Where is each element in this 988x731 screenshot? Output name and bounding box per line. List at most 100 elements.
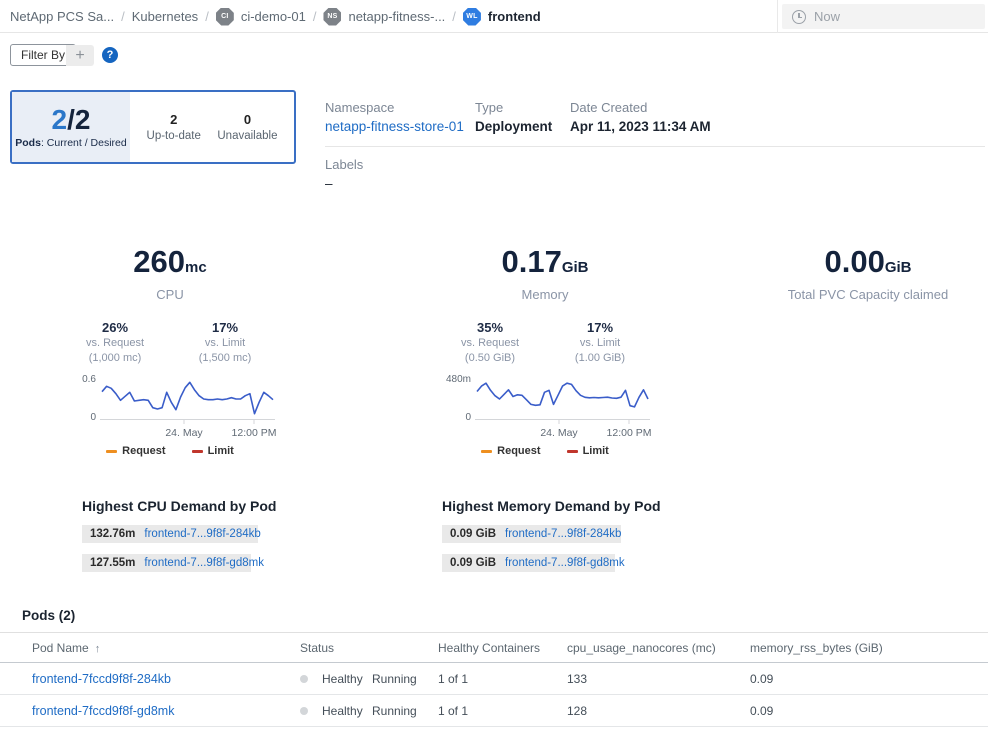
pvc-label: Total PVC Capacity claimed: [787, 287, 949, 302]
memory-vs-request-pct: 35%: [476, 320, 504, 335]
details-panel: Namespace netapp-fitness-store-01 Type D…: [325, 100, 985, 191]
memory-request-amount: (0.50 GiB): [464, 352, 516, 364]
pod-healthy-containers: 1 of 1: [438, 703, 469, 718]
pods-current-desired: 2/2 Pods: Current / Desired: [12, 92, 130, 162]
pod-health-label: Healthy: [322, 671, 363, 686]
cpu-value: 260mc: [60, 245, 280, 285]
pvc-number: 0.00: [824, 244, 885, 279]
highest-cpu-demand-title: Highest CPU Demand by Pod: [82, 498, 277, 514]
legend-request[interactable]: Request: [106, 445, 166, 457]
memory-chart-plot: [475, 382, 650, 424]
cpu-demand-value: 127.55m: [90, 557, 136, 569]
breadcrumb-separator: /: [205, 9, 209, 24]
pvc-value: 0.00GiB: [758, 245, 978, 285]
cpu-chart-xtick-1: 24. May: [165, 427, 203, 439]
filter-by-button[interactable]: Filter By: [10, 44, 77, 66]
column-header-cpu-usage[interactable]: cpu_usage_nanocores (mc): [567, 640, 716, 655]
unavailable-stat: 0 Unavailable: [217, 112, 277, 142]
status-dot-icon: [300, 674, 308, 683]
pods-summary-card[interactable]: 2/2 Pods: Current / Desired 2 Up-to-date…: [10, 90, 296, 164]
pods-table-section: Pods (2) Pod Name ↑ Status Healthy Contai…: [0, 608, 988, 727]
memory-demand-value: 0.09 GiB: [450, 557, 497, 569]
pods-table: Pod Name ↑ Status Healthy Containers cpu_…: [0, 633, 988, 727]
labels-label: Labels: [325, 157, 364, 172]
memory-unit: GiB: [561, 259, 589, 276]
top-bar: NetApp PCS Sa... / Kubernetes / CI ci-de…: [0, 0, 988, 33]
memory-chart-legend: Request Limit: [435, 445, 655, 457]
highest-memory-demand-title: Highest Memory Demand by Pod: [442, 498, 661, 514]
highest-memory-demand-section: Highest Memory Demand by Pod 0.09 GiB fr…: [442, 498, 661, 572]
legend-limit[interactable]: Limit: [191, 445, 234, 457]
clock-icon: [792, 9, 806, 24]
pod-status: Healthy Running: [300, 672, 417, 686]
column-header-pod-name[interactable]: Pod Name ↑: [32, 640, 101, 655]
cpu-chart-ymin: 0: [90, 412, 96, 423]
memory-vs-limit: 17% vs. Limit (1.00 GiB): [547, 320, 653, 365]
breadcrumb-separator: /: [312, 9, 317, 24]
cpu-vs-request-pct: 26%: [101, 320, 129, 335]
up-to-date-label: Up-to-date: [146, 130, 201, 142]
memory-demand-value: 0.09 GiB: [450, 528, 497, 540]
up-to-date-stat: 2 Up-to-date: [147, 112, 201, 142]
memory-vs-request-caption: vs. Request: [460, 337, 520, 349]
pods-caption-rest: : Current / Desired: [40, 137, 127, 149]
labels-value: –: [325, 176, 333, 191]
memory-chart-ymax: 480m: [445, 374, 471, 385]
breadcrumb-item-namespace[interactable]: netapp-fitness-...: [348, 9, 446, 24]
column-header-memory-rss[interactable]: memory_rss_bytes (GiB): [750, 640, 883, 655]
header-divider: [777, 0, 778, 33]
table-row[interactable]: frontend-7fccd9f8f-284kb Healthy Running …: [0, 663, 988, 695]
pods-table-title: Pods (2): [22, 608, 76, 623]
cpu-chart-plot: [100, 381, 275, 424]
details-divider: [325, 146, 985, 147]
cpu-vs-limit-pct: 17%: [211, 320, 239, 335]
workload-icon: WL: [462, 7, 481, 26]
cpu-demand-pod-link[interactable]: frontend-7...9f8f-284kb: [144, 528, 261, 540]
pod-healthy-containers: 1 of 1: [438, 671, 469, 686]
pods-ratio: 2/2: [52, 105, 91, 135]
namespace-icon: NS: [323, 7, 342, 26]
pods-summary-right: 2 Up-to-date 0 Unavailable: [130, 92, 294, 162]
namespace-link[interactable]: netapp-fitness-store-01: [325, 119, 464, 134]
cpu-demand-bar: 127.55m frontend-7...9f8f-gd8mk: [82, 554, 264, 572]
help-icon[interactable]: ?: [102, 47, 118, 63]
cpu-usage-chart[interactable]: 0.6 0 24. May 12:00 PM Request Limit: [60, 374, 280, 463]
request-dash-icon: [106, 449, 118, 453]
cpu-demand-value: 132.76m: [90, 528, 136, 540]
memory-vs-limit-pct: 17%: [586, 320, 614, 335]
breadcrumb-item-workload: frontend: [487, 9, 541, 24]
sort-ascending-icon[interactable]: ↑: [94, 642, 101, 655]
breadcrumb-item-tenant[interactable]: NetApp PCS Sa...: [10, 9, 115, 24]
cpu-label: CPU: [156, 287, 184, 302]
breadcrumb-item-cluster[interactable]: ci-demo-01: [240, 9, 306, 24]
memory-limit-amount: (1.00 GiB): [574, 352, 626, 364]
memory-demand-bar: 0.09 GiB frontend-7...9f8f-gd8mk: [442, 554, 625, 572]
pod-name-link[interactable]: frontend-7fccd9f8f-gd8mk: [32, 703, 175, 718]
table-row[interactable]: frontend-7fccd9f8f-gd8mk Healthy Running …: [0, 695, 988, 727]
pod-run-state-label: Running: [372, 671, 417, 686]
legend-limit-label: Limit: [582, 445, 609, 457]
cpu-limit-amount: (1,500 mc): [198, 352, 252, 364]
add-filter-button[interactable]: +: [66, 45, 94, 66]
cpu-demand-pod-link[interactable]: frontend-7...9f8f-gd8mk: [144, 557, 264, 569]
memory-demand-pod-link[interactable]: frontend-7...9f8f-gd8mk: [505, 557, 625, 569]
cpu-demand-bar: 132.76m frontend-7...9f8f-284kb: [82, 525, 261, 543]
pod-cpu-usage: 133: [567, 671, 588, 686]
highest-cpu-demand-section: Highest CPU Demand by Pod 132.76m fronte…: [82, 498, 276, 572]
time-range-selector[interactable]: Now: [782, 4, 985, 29]
memory-vs-limit-caption: vs. Limit: [579, 337, 621, 349]
memory-usage-chart[interactable]: 480m 0 24. May 12:00 PM Request Limit: [435, 374, 655, 463]
column-header-status[interactable]: Status: [300, 640, 335, 655]
pods-table-divider: [0, 632, 988, 633]
breadcrumb-item-kubernetes[interactable]: Kubernetes: [131, 9, 199, 24]
memory-chart-xtick-1: 24. May: [540, 427, 578, 439]
memory-chart-xtick-2: 12:00 PM: [606, 427, 652, 439]
column-header-healthy-containers[interactable]: Healthy Containers: [438, 640, 541, 655]
legend-request[interactable]: Request: [481, 445, 541, 457]
legend-limit-label: Limit: [207, 445, 234, 457]
memory-demand-pod-link[interactable]: frontend-7...9f8f-284kb: [505, 528, 622, 540]
legend-limit[interactable]: Limit: [566, 445, 609, 457]
cpu-number: 260: [133, 244, 186, 279]
pod-name-link[interactable]: frontend-7fccd9f8f-284kb: [32, 671, 171, 686]
